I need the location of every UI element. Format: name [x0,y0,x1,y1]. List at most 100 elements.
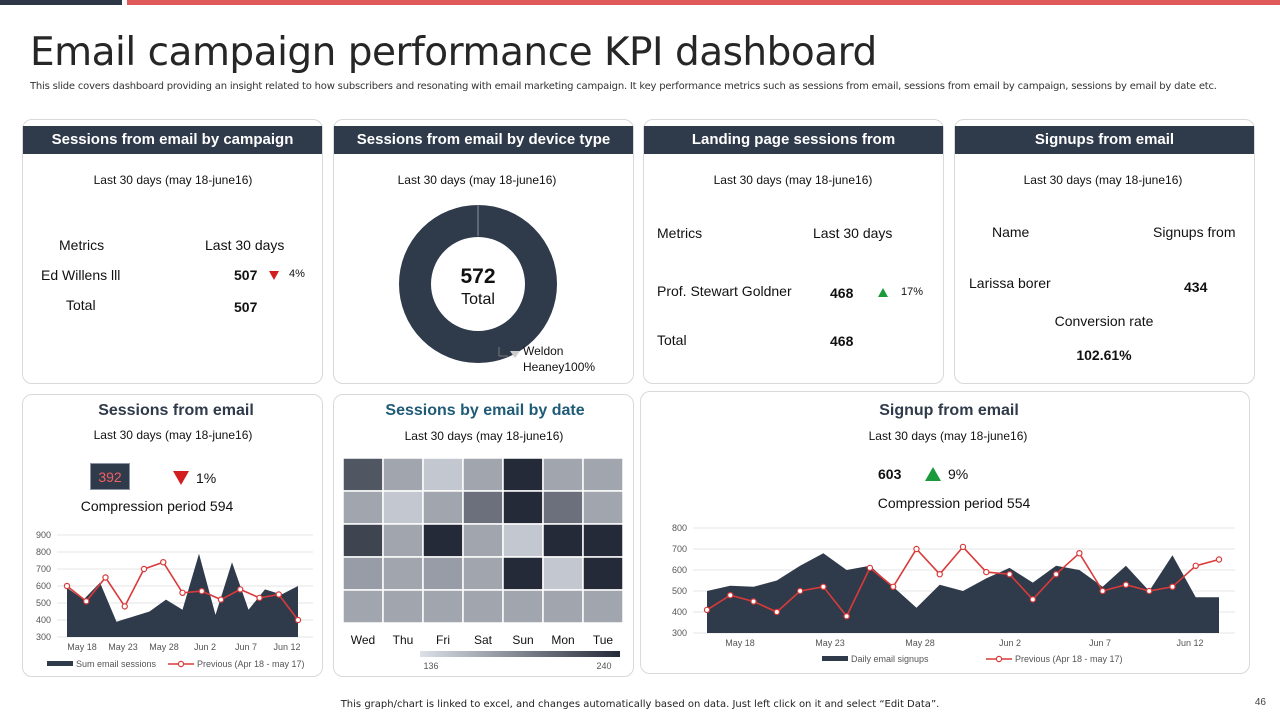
data-point-previous [217,596,225,603]
heatmap-day-label: Tue [593,633,614,647]
legend-label-previous: Previous (Apr 18 - may 17) [1015,654,1123,664]
y-tick-label: 800 [672,523,687,533]
data-point-previous [198,587,205,595]
data-point-previous [727,591,734,599]
signup-email-card: Signup from email Last 30 days (may 18-j… [640,391,1250,674]
y-tick-label: 500 [36,598,51,608]
x-tick-label: May 18 [67,642,97,652]
conversion-rate-value: 102.61% [1076,347,1132,363]
legend-marker-previous [177,660,185,668]
x-tick-label: Jun 7 [1089,638,1111,648]
data-point-previous [179,589,186,597]
signup-email-heading: Signup from email [879,402,1019,419]
heatmap-cell [582,523,624,558]
legend-swatch-current [47,661,73,666]
y-tick-label: 400 [36,615,51,625]
campaign-total-value: 507 [234,299,258,315]
device-total-value: 572 [460,265,496,288]
data-point-previous [237,586,244,593]
heatmap-cell [502,490,544,525]
heatmap-cell [382,490,424,525]
heatmap-cell [422,457,464,492]
x-tick-label: May 23 [815,638,845,648]
signups-row-name: Larissa borer [969,275,1051,291]
data-point-previous [256,594,263,602]
heatmap-cell [582,556,624,591]
heatmap-cell [462,589,504,624]
by-date-heading: Sessions by email by date [385,402,585,419]
heatmap-cell [342,523,384,558]
signup-email-change: 9% [948,466,969,482]
heatmap-cell [502,556,544,591]
period-label: Last 30 days (may 18-june16) [93,428,253,442]
data-point-previous [121,603,128,610]
period-label: Last 30 days (may 18-june16) [404,429,564,443]
landing-row-change: 17% [901,286,924,298]
y-tick-label: 600 [672,565,687,575]
last30-column-header: Last 30 days [205,237,285,253]
top-accent-dark [0,0,122,5]
data-point-previous [936,571,943,578]
heatmap-cell [462,490,504,525]
data-point-previous [983,568,990,576]
data-point-previous [1052,571,1060,578]
data-point-previous [1099,587,1106,595]
data-point-previous [83,598,90,605]
by-date-card: Sessions by email by date Last 30 days (… [333,394,634,677]
heatmap-cell [342,457,384,492]
heatmap-cell [382,457,424,492]
heatmap-cell [422,523,464,558]
heatmap-cell [422,589,464,624]
campaign-row-change: 4% [289,268,305,280]
x-tick-label: May 28 [905,638,935,648]
data-point-previous [703,606,711,614]
device-total-label: Total [461,291,495,308]
data-point-previous [294,616,302,624]
heatmap-day-label: Sat [474,633,493,647]
heatmap-cell [582,490,624,525]
y-tick-label: 700 [36,564,51,574]
data-point-previous [959,543,967,551]
data-point-previous [140,565,148,573]
heatmap-cell [422,556,464,591]
heatmap-day-label: Fri [436,633,450,647]
x-tick-label: May 18 [725,638,755,648]
down-arrow-icon [269,271,279,280]
heatmap-scale-min: 136 [423,661,438,671]
series-area-current [67,553,298,637]
heatmap-cell [542,523,584,558]
data-point-previous [63,582,71,590]
signup-email-value: 603 [878,466,902,482]
by-date-heatmap: Wed Thu Fri Sat Sun Mon Tue 136 240 [342,457,624,671]
campaign-total-label: Total [66,297,96,313]
campaign-card-header: Sessions from email by campaign [23,126,322,154]
legend-leader-icon [498,347,520,358]
data-point-previous [1169,583,1176,591]
data-point-previous [820,583,827,591]
heatmap-cell [502,457,544,492]
sessions-email-area-chart: 300 400 500 600 700 800 900 May 18 May 23 May 28 J… [36,530,313,669]
sessions-email-compression: Compression period 594 [80,498,234,514]
campaign-row-value: 507 [234,267,258,283]
y-tick-label: 900 [36,530,51,540]
heatmap-cell [462,523,504,558]
sessions-badge: 392 [90,463,130,490]
data-point-previous [1192,562,1199,570]
data-point-previous [889,583,897,591]
period-label: Last 30 days (may 18-june16) [93,173,253,187]
series-area-current [707,553,1219,633]
data-point-previous [843,612,850,620]
heatmap-cell [462,556,504,591]
y-tick-label: 700 [672,544,687,554]
heatmap-scale-max: 240 [596,661,611,671]
x-tick-label: May 28 [149,642,179,652]
heatmap-cell [582,457,624,492]
heatmap-cell [382,556,424,591]
data-point-previous [913,545,920,553]
campaign-card: Sessions from email by campaign Last 30 … [22,119,323,384]
landing-total-label: Total [657,332,687,348]
heatmap-day-label: Mon [551,633,574,647]
heatmap-cell [342,490,384,525]
x-tick-label: May 23 [108,642,138,652]
heatmap-cell [502,523,544,558]
